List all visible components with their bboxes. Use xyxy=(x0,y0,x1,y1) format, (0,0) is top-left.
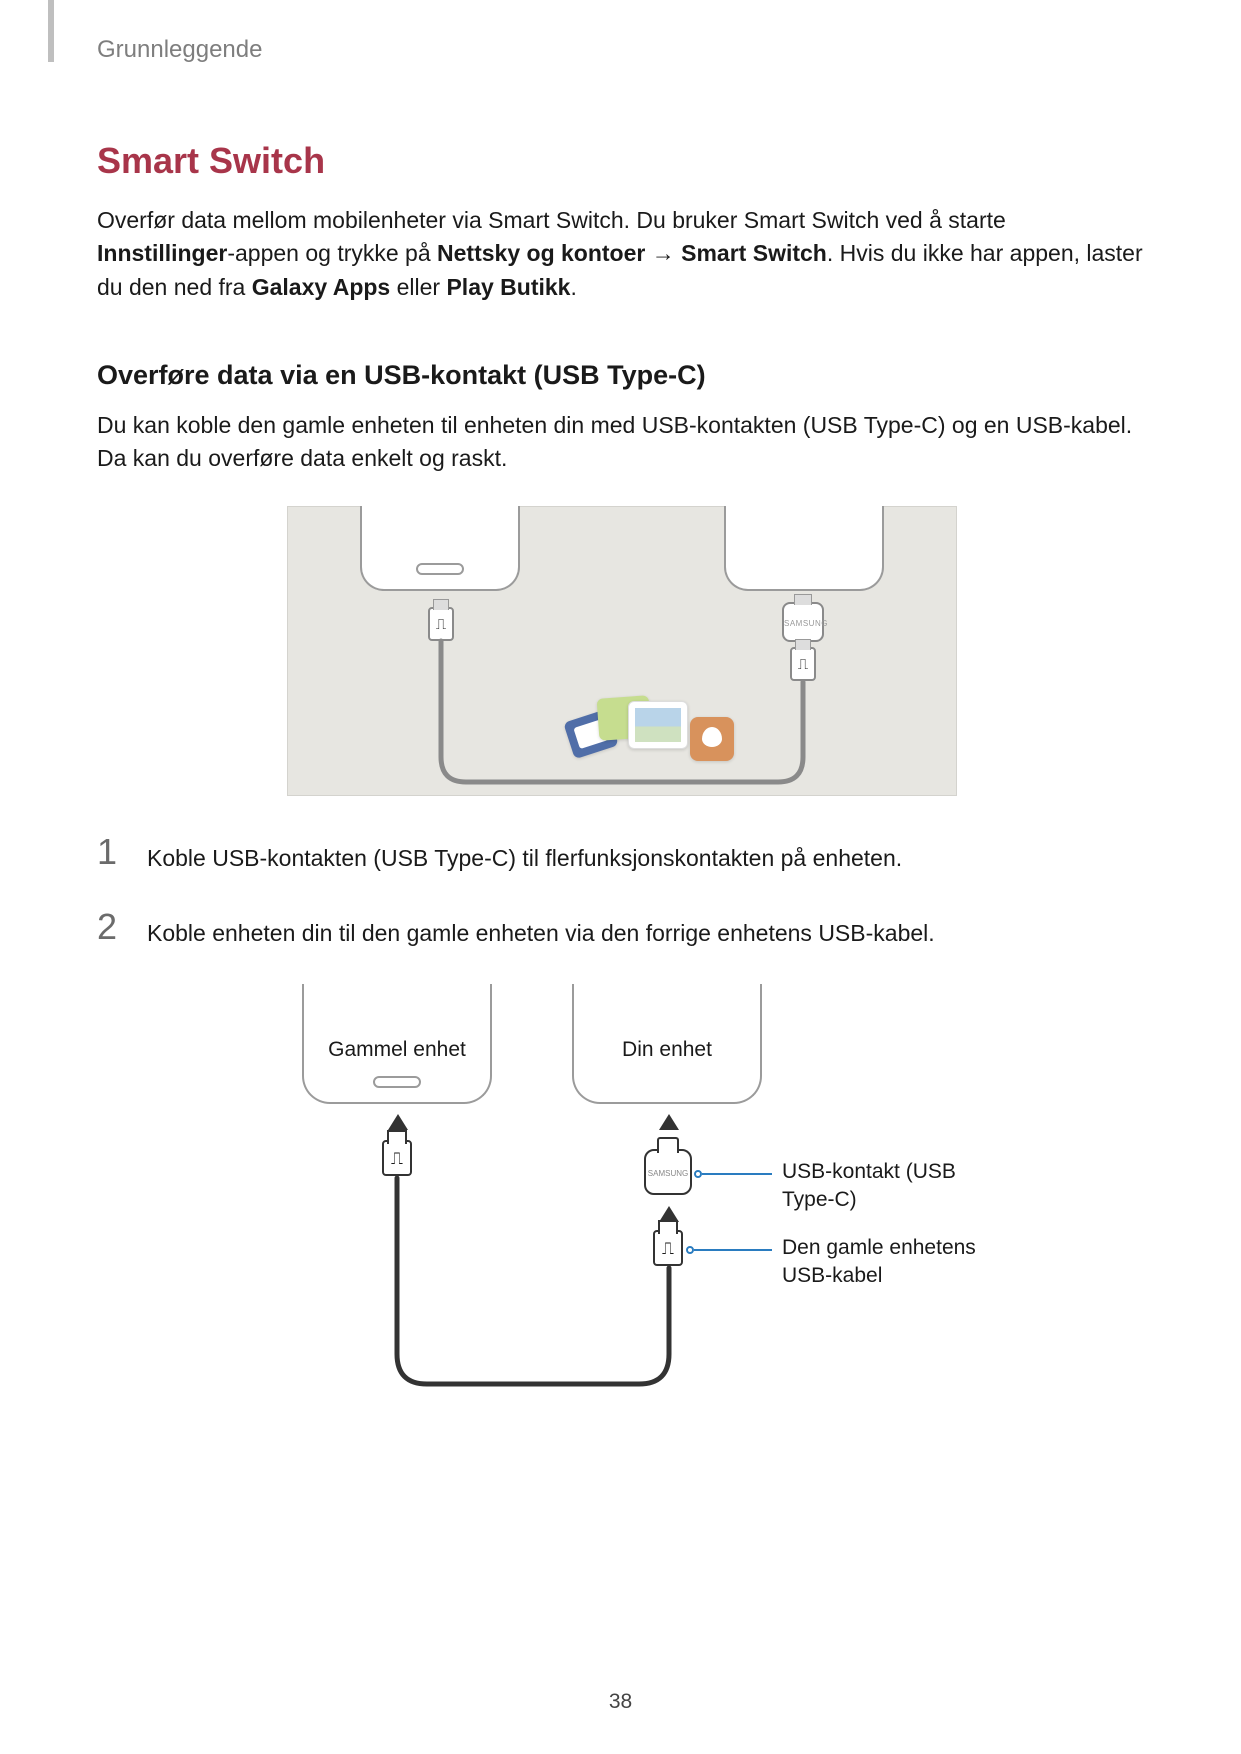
arrow-up-icon xyxy=(659,1114,679,1130)
step-number: 2 xyxy=(97,909,121,945)
sub-description: Du kan koble den gamle enheten til enhet… xyxy=(97,409,1147,476)
figure-1: ⎍ SAMSUNG ⎍ xyxy=(287,506,957,796)
step-item: 1 Koble USB-kontakten (USB Type-C) til f… xyxy=(97,834,1147,875)
figure-2: Gammel enhet Din enhet ⎍ SAMSUNG ⎍ USB-k… xyxy=(262,984,982,1424)
usb-adapter-icon: SAMSUNG xyxy=(644,1149,692,1195)
page-number: 38 xyxy=(0,1690,1241,1714)
arrow-up-icon xyxy=(388,1114,408,1130)
home-button-icon xyxy=(373,1076,421,1088)
page-side-marker xyxy=(48,0,54,62)
figure-1-wrap: ⎍ SAMSUNG ⎍ xyxy=(97,506,1147,796)
step-item: 2 Koble enheten din til den gamle enhete… xyxy=(97,909,1147,950)
intro-bold-instillinger: Innstillinger xyxy=(97,240,227,266)
new-device-label: Din enhet xyxy=(572,1038,762,1062)
callout-dot-icon xyxy=(686,1246,694,1254)
step-number: 1 xyxy=(97,834,121,870)
section-header: Grunnleggende xyxy=(97,36,262,64)
intro-arrow: → xyxy=(645,240,681,266)
intro-bold-nettsky: Nettsky og kontoer xyxy=(437,240,645,266)
intro-text: . xyxy=(570,274,576,300)
intro-bold-playbutikk: Play Butikk xyxy=(446,274,570,300)
intro-bold-galaxyapps: Galaxy Apps xyxy=(252,274,390,300)
transfer-content-icons xyxy=(568,687,718,767)
page-title: Smart Switch xyxy=(97,140,1147,182)
page-content: Smart Switch Overfør data mellom mobilen… xyxy=(97,140,1147,1424)
step-text: Koble enheten din til den gamle enheten … xyxy=(147,909,935,950)
callout-dot-icon xyxy=(694,1170,702,1178)
figure-2-wrap: Gammel enhet Din enhet ⎍ SAMSUNG ⎍ USB-k… xyxy=(97,984,1147,1424)
callout-usb-adapter: USB-kontakt (USB Type-C) xyxy=(782,1158,982,1213)
intro-text: -appen og trykke på xyxy=(227,240,437,266)
callout-line xyxy=(702,1173,772,1175)
intro-text: Overfør data mellom mobilenheter via Sma… xyxy=(97,207,1006,233)
picture-card-icon xyxy=(628,701,688,749)
callout-usb-cable: Den gamle enhetens USB-kabel xyxy=(782,1234,1002,1289)
profile-card-icon xyxy=(690,717,734,761)
steps-list: 1 Koble USB-kontakten (USB Type-C) til f… xyxy=(97,834,1147,951)
sub-title: Overføre data via en USB-kontakt (USB Ty… xyxy=(97,360,1147,391)
step-text: Koble USB-kontakten (USB Type-C) til fle… xyxy=(147,834,902,875)
intro-bold-smartswitch: Smart Switch xyxy=(681,240,827,266)
usb-plug-icon: ⎍ xyxy=(382,1140,412,1176)
usb-plug-icon: ⎍ xyxy=(653,1230,683,1266)
intro-paragraph: Overfør data mellom mobilenheter via Sma… xyxy=(97,204,1147,304)
callout-line xyxy=(694,1249,772,1251)
intro-text: eller xyxy=(390,274,446,300)
old-device-label: Gammel enhet xyxy=(302,1038,492,1062)
